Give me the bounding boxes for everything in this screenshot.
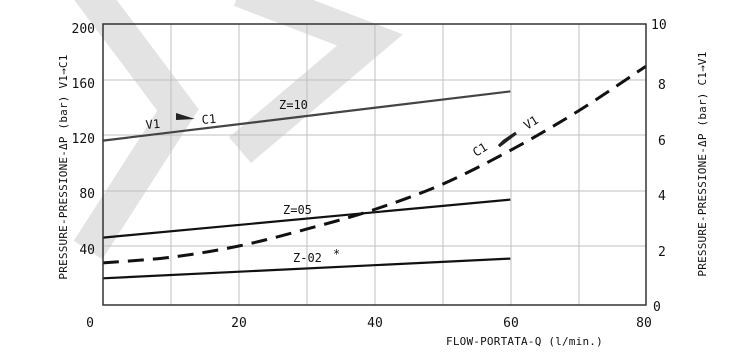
y-right-tick-label: 8 — [658, 78, 666, 93]
x-tick-label: 0 — [86, 316, 94, 331]
dashed-v1-label: V1 — [521, 113, 541, 133]
z05-label: Z=05 — [283, 203, 312, 217]
watermark-chevron — [229, 0, 403, 163]
asterisk-marker: * — [333, 247, 340, 261]
watermark-chevron — [73, 0, 199, 260]
x-tick-label: 20 — [231, 316, 247, 331]
y-left-tick-label: 80 — [79, 187, 95, 202]
y-right-tick-label: 4 — [658, 189, 666, 204]
y-left-tick-label: 120 — [72, 132, 95, 147]
z02-label: Z-02 — [293, 251, 322, 265]
y-left-tick-label: 200 — [72, 22, 95, 37]
y-left-tick-label: 40 — [79, 243, 95, 258]
x-axis-label: FLOW-PORTATA-Q (l/min.) — [446, 335, 603, 348]
y-right-tick-label: 10 — [651, 18, 667, 33]
x-tick-label: 40 — [367, 316, 383, 331]
y-right-tick-label: 6 — [658, 134, 666, 149]
dashed-c1-label: C1 — [470, 140, 490, 160]
chart-grid — [102, 23, 647, 306]
arrow-right-icon — [497, 131, 517, 148]
series-line-0 — [102, 90, 511, 142]
plot-frame — [102, 23, 647, 306]
x-tick-label: 80 — [636, 316, 652, 331]
v1-label: V1 — [145, 117, 161, 132]
series-line-2 — [102, 257, 511, 280]
chart-curves — [102, 64, 647, 280]
y-right-tick-label: 0 — [653, 300, 661, 315]
y-left-tick-label: 160 — [72, 77, 95, 92]
series-line-3 — [102, 64, 647, 265]
arrow-right-icon — [176, 113, 195, 120]
z10-label: Z=10 — [279, 98, 308, 112]
c1-label: C1 — [201, 112, 217, 127]
y-right-tick-label: 2 — [658, 245, 666, 260]
y-left-axis-label: PRESSURE-PRESSIONE-ΔP (bar) V1→C1 — [57, 54, 70, 279]
x-tick-label: 60 — [503, 316, 519, 331]
y-right-axis-label: PRESSURE-PRESSIONE-ΔP (bar) C1→V1 — [696, 51, 709, 276]
series-line-1 — [102, 198, 511, 239]
